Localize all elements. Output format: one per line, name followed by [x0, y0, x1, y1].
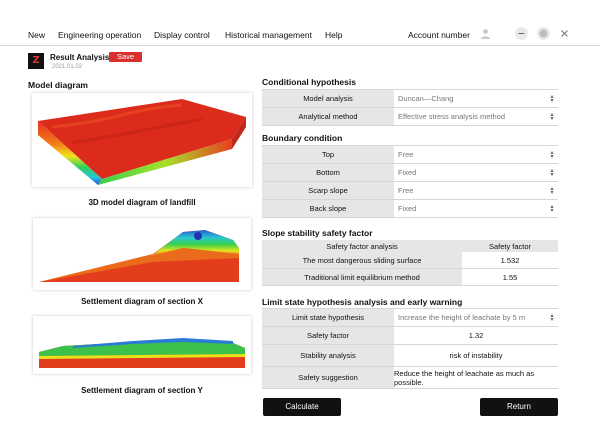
- safety-col-analysis: Safety factor analysis: [326, 241, 398, 251]
- conditional-hypothesis-heading: Conditional hypothesis: [262, 77, 356, 87]
- menu-historical-management[interactable]: Historical management: [225, 30, 312, 40]
- boundary-top-label: Top: [262, 146, 394, 163]
- safety-row-label: Traditional limit equilibrium method: [262, 269, 462, 285]
- safety-table-header: Safety factor analysis Safety factor: [262, 240, 558, 252]
- analytical-method-label: Analytical method: [262, 108, 394, 125]
- boundary-top-select[interactable]: Free ▴ ▾: [394, 146, 558, 163]
- model-analysis-value: Duncan—Chang: [398, 94, 454, 103]
- limit-factor-label: Safety factor: [262, 327, 394, 344]
- limit-hypothesis-row: Limit state hypothesis Increase the heig…: [262, 309, 558, 327]
- maximize-icon[interactable]: [537, 27, 550, 40]
- model-3d-image: [32, 93, 252, 187]
- boundary-form: Top Free ▴ ▾ Bottom Fixed ▴ ▾ Scarp slope …: [262, 145, 558, 218]
- limit-hypothesis-label: Limit state hypothesis: [262, 309, 394, 326]
- boundary-bottom-value: Fixed: [398, 168, 417, 177]
- menu-new[interactable]: New: [28, 30, 46, 40]
- chevron-updown-icon: ▴ ▾: [550, 149, 554, 160]
- safety-suggestion-label: Safety suggestion: [262, 367, 394, 388]
- chevron-updown-icon: ▴ ▾: [550, 312, 554, 323]
- safety-suggestion-value: Reduce the height of leachate as much as…: [394, 367, 558, 388]
- menu-bar: New Engineering operation Display contro…: [0, 0, 600, 46]
- chevron-updown-icon: ▴ ▾: [550, 167, 554, 178]
- boundary-scarp-value: Free: [398, 186, 414, 195]
- analytical-method-value: Effective stress analysis method: [398, 112, 505, 121]
- limit-hypothesis-select[interactable]: Increase the height of leachate by 5 m ▴…: [394, 309, 558, 326]
- model-diagram-heading: Model diagram: [28, 80, 88, 90]
- result-date: 2021.01.02: [52, 64, 83, 70]
- boundary-condition-heading: Boundary condition: [262, 133, 343, 143]
- boundary-top-row: Top Free ▴ ▾: [262, 146, 558, 164]
- model-3d-caption: 3D model diagram of landfill: [88, 198, 196, 207]
- save-label: Save: [116, 52, 135, 61]
- limit-hypothesis-value: Increase the height of leachate by 5 m: [398, 313, 526, 322]
- boundary-bottom-label: Bottom: [262, 164, 394, 181]
- model-analysis-label: Model analysis: [262, 90, 394, 107]
- close-icon[interactable]: [558, 27, 571, 40]
- safety-row-value: 1.55: [462, 269, 558, 285]
- section-y-caption: Settlement diagram of section Y: [81, 386, 203, 395]
- menu-display-control[interactable]: Display control: [154, 30, 210, 40]
- user-avatar-icon[interactable]: [479, 27, 492, 40]
- boundary-top-value: Free: [398, 150, 414, 159]
- boundary-back-row: Back slope Fixed ▴ ▾: [262, 200, 558, 218]
- page-title: Result Analysis: [50, 53, 110, 62]
- safety-row-value: 1.532: [462, 252, 558, 268]
- safety-factor-heading: Slope stability safety factor: [262, 228, 373, 238]
- stability-analysis-value: risk of instability: [394, 345, 558, 366]
- limit-factor-value: 1.32: [394, 327, 558, 344]
- chevron-updown-icon: ▴ ▾: [550, 185, 554, 196]
- section-x-caption: Settlement diagram of section X: [81, 297, 203, 306]
- boundary-bottom-select[interactable]: Fixed ▴ ▾: [394, 164, 558, 181]
- return-button[interactable]: Return: [480, 398, 558, 416]
- boundary-bottom-row: Bottom Fixed ▴ ▾: [262, 164, 558, 182]
- safety-row-label: The most dangerous sliding surface: [262, 252, 462, 268]
- safety-suggestion-row: Safety suggestion Reduce the height of l…: [262, 367, 558, 389]
- limit-state-form: Limit state hypothesis Increase the heig…: [262, 308, 558, 389]
- section-x-image: [33, 218, 251, 290]
- analytical-method-select[interactable]: Effective stress analysis method ▴ ▾: [394, 108, 558, 125]
- model-analysis-select[interactable]: Duncan—Chang ▴ ▾: [394, 90, 558, 107]
- limit-factor-row: Safety factor 1.32: [262, 327, 558, 345]
- boundary-back-value: Fixed: [398, 204, 417, 213]
- save-button[interactable]: Save: [109, 52, 142, 62]
- model-analysis-row: Model analysis Duncan—Chang ▴ ▾: [262, 90, 558, 108]
- app-logo: Z: [28, 53, 44, 69]
- minimize-icon[interactable]: [515, 27, 528, 40]
- table-row: Traditional limit equilibrium method 1.5…: [262, 269, 558, 286]
- chevron-updown-icon: ▴ ▾: [550, 93, 554, 104]
- stability-analysis-row: Stability analysis risk of instability: [262, 345, 558, 367]
- chevron-updown-icon: ▴ ▾: [550, 203, 554, 214]
- menu-help[interactable]: Help: [325, 30, 343, 40]
- analytical-method-row: Analytical method Effective stress analy…: [262, 108, 558, 126]
- conditional-form: Model analysis Duncan—Chang ▴ ▾ Analytica…: [262, 89, 558, 126]
- safety-factor-table: Safety factor analysis Safety factor The…: [262, 240, 558, 286]
- limit-state-heading: Limit state hypothesis analysis and earl…: [262, 297, 463, 307]
- boundary-scarp-row: Scarp slope Free ▴ ▾: [262, 182, 558, 200]
- boundary-scarp-label: Scarp slope: [262, 182, 394, 199]
- table-row: The most dangerous sliding surface 1.532: [262, 252, 558, 269]
- section-y-image: [33, 316, 251, 374]
- chevron-updown-icon: ▴ ▾: [550, 111, 554, 122]
- boundary-back-select[interactable]: Fixed ▴ ▾: [394, 200, 558, 217]
- boundary-back-label: Back slope: [262, 200, 394, 217]
- safety-col-factor: Safety factor: [488, 241, 532, 251]
- boundary-scarp-select[interactable]: Free ▴ ▾: [394, 182, 558, 199]
- menu-engineering-operation[interactable]: Engineering operation: [58, 30, 142, 40]
- account-label[interactable]: Account number: [408, 30, 470, 40]
- stability-analysis-label: Stability analysis: [262, 345, 394, 366]
- calculate-button[interactable]: Calculate: [263, 398, 341, 416]
